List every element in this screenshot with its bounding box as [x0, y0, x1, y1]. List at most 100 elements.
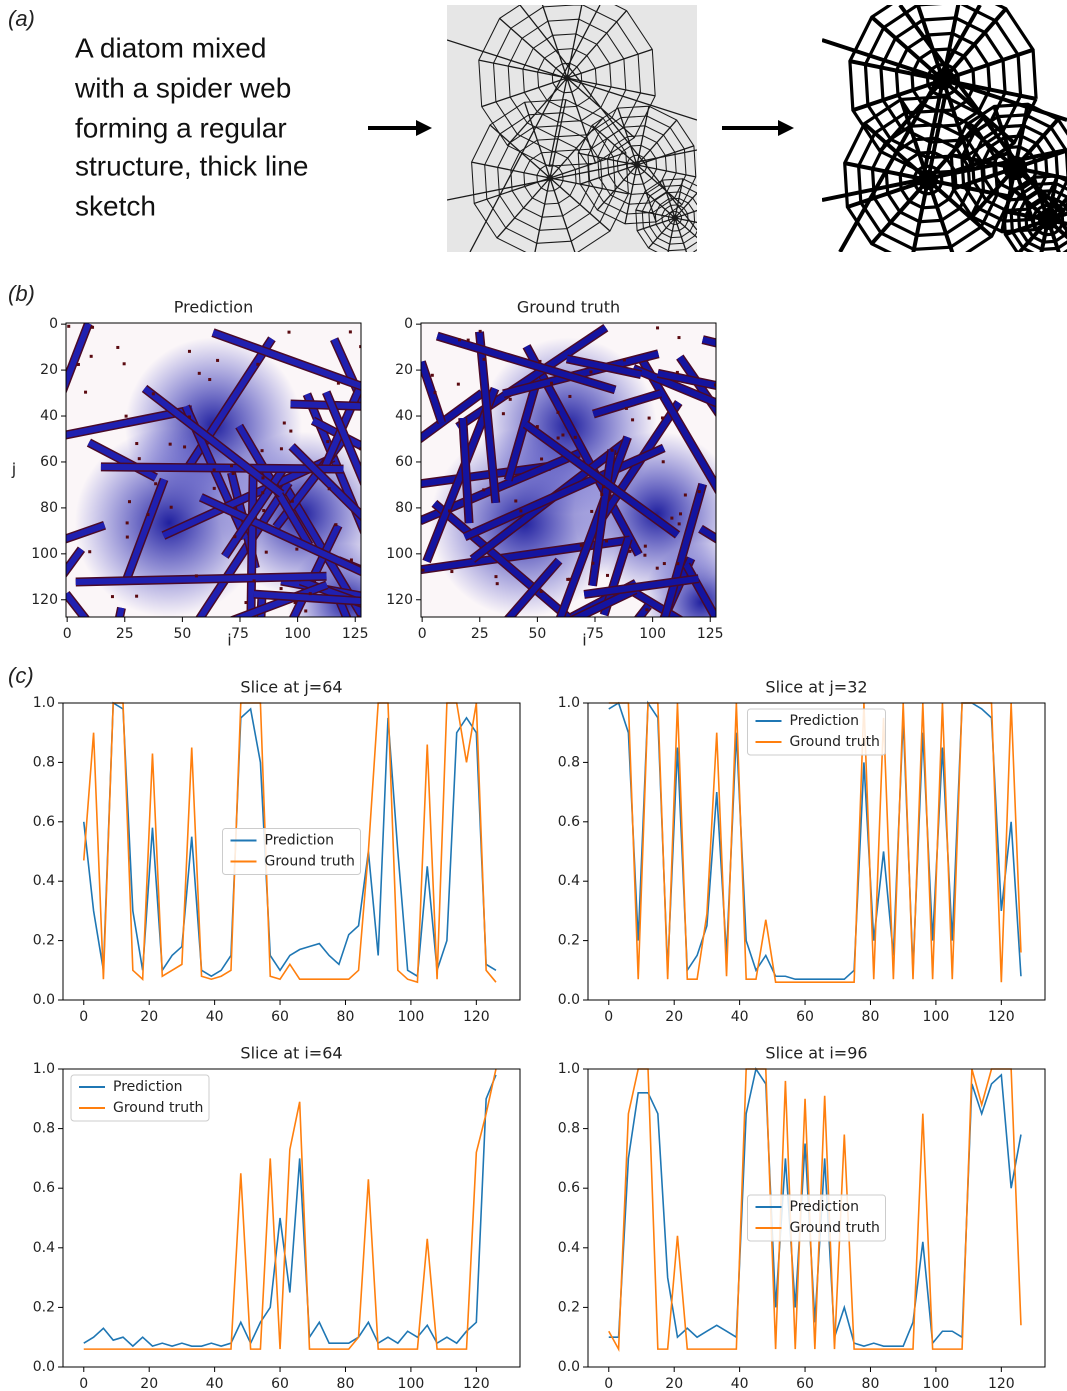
x-tick-label: 0: [418, 626, 427, 642]
speck: [447, 509, 451, 513]
x-tick-label: 120: [463, 1009, 490, 1025]
speck: [262, 509, 266, 513]
speck: [308, 592, 312, 596]
speck: [349, 558, 353, 562]
web-ring: [648, 191, 697, 245]
edge: [589, 449, 615, 587]
speck: [675, 370, 679, 374]
speck: [261, 476, 265, 480]
edge: [222, 465, 288, 559]
speck: [540, 457, 544, 461]
speck: [677, 522, 681, 526]
edge: [66, 522, 106, 542]
web-strand: [838, 5, 982, 252]
speck: [643, 553, 647, 557]
axes-frame: [65, 322, 362, 618]
speck: [539, 590, 543, 594]
speck: [482, 488, 486, 492]
edge: [332, 588, 350, 617]
y-tick-label: 80: [395, 500, 413, 516]
y-tick-label: 0.6: [33, 814, 55, 830]
web-ring: [925, 62, 961, 98]
y-tick-label: 80: [40, 500, 58, 516]
panel-label: (a): [8, 6, 35, 31]
edge: [299, 578, 361, 607]
speck: [290, 499, 294, 503]
speck: [466, 338, 470, 342]
speck: [127, 500, 131, 504]
y-tick-label: 0.8: [558, 754, 580, 770]
speck: [602, 485, 606, 489]
panel-label: (b): [8, 281, 35, 306]
x-tick-label: 0: [604, 1009, 613, 1025]
edge: [311, 418, 361, 450]
edge: [66, 406, 193, 438]
x-tick-label: 100: [284, 626, 311, 642]
speck: [216, 358, 220, 362]
x-tick-label: 100: [398, 1009, 425, 1025]
web-strand: [447, 39, 697, 121]
description-line: with a spider web: [74, 72, 291, 103]
x-tick-label: 100: [923, 1376, 950, 1391]
arrow: [722, 120, 794, 136]
series-line: [608, 700, 1022, 981]
web-ring: [667, 210, 683, 226]
speck: [591, 561, 595, 565]
speck: [256, 362, 260, 366]
edge: [253, 591, 361, 605]
speck: [568, 577, 572, 581]
speck: [287, 330, 291, 334]
x-tick-label: 120: [988, 1376, 1015, 1391]
legend-box: [70, 1074, 210, 1122]
speck: [508, 397, 512, 401]
series-line: [608, 1068, 1022, 1353]
speck: [282, 421, 286, 425]
web-strand: [822, 38, 1067, 122]
legend-label: Ground truth: [265, 854, 355, 870]
x-tick-label: 60: [796, 1009, 814, 1025]
legend-label: Ground truth: [113, 1100, 203, 1116]
web-ring: [856, 108, 999, 252]
speck: [590, 509, 594, 513]
x-tick-label: 125: [697, 626, 724, 642]
y-tick-label: 0.0: [33, 992, 55, 1008]
speck: [573, 435, 577, 439]
speck: [421, 568, 425, 572]
speck: [359, 447, 361, 451]
x-axis-label: i: [227, 631, 231, 650]
edge: [75, 573, 327, 585]
x-tick-label: 0: [604, 1376, 613, 1391]
speck: [88, 550, 92, 554]
edge: [142, 386, 284, 497]
speck: [482, 357, 486, 361]
edge: [523, 421, 680, 538]
speck: [514, 499, 518, 503]
speck: [579, 543, 583, 547]
web-ring: [522, 33, 612, 123]
x-tick-label: 80: [862, 1009, 880, 1025]
legend-box: [222, 828, 361, 875]
speck: [125, 535, 129, 539]
speck: [566, 577, 570, 581]
edge: [683, 563, 716, 617]
speck: [279, 587, 283, 591]
speck: [137, 457, 141, 461]
speck: [622, 358, 626, 362]
edge: [421, 390, 484, 442]
speck: [356, 615, 360, 617]
speck: [697, 490, 701, 494]
y-tick-label: 0.2: [33, 933, 55, 949]
x-tick-label: 20: [140, 1009, 158, 1025]
axes-frame: [587, 702, 1046, 1001]
web-ring: [1002, 174, 1067, 252]
edge: [592, 390, 662, 417]
speck: [670, 516, 674, 520]
speck: [655, 566, 659, 570]
web-center: [1038, 210, 1058, 230]
speck: [556, 436, 560, 440]
speck: [124, 414, 128, 418]
series-line: [82, 701, 497, 978]
y-tick-label: 120: [31, 592, 58, 608]
y-tick-label: 0.6: [558, 814, 580, 830]
web-ring: [587, 115, 687, 215]
